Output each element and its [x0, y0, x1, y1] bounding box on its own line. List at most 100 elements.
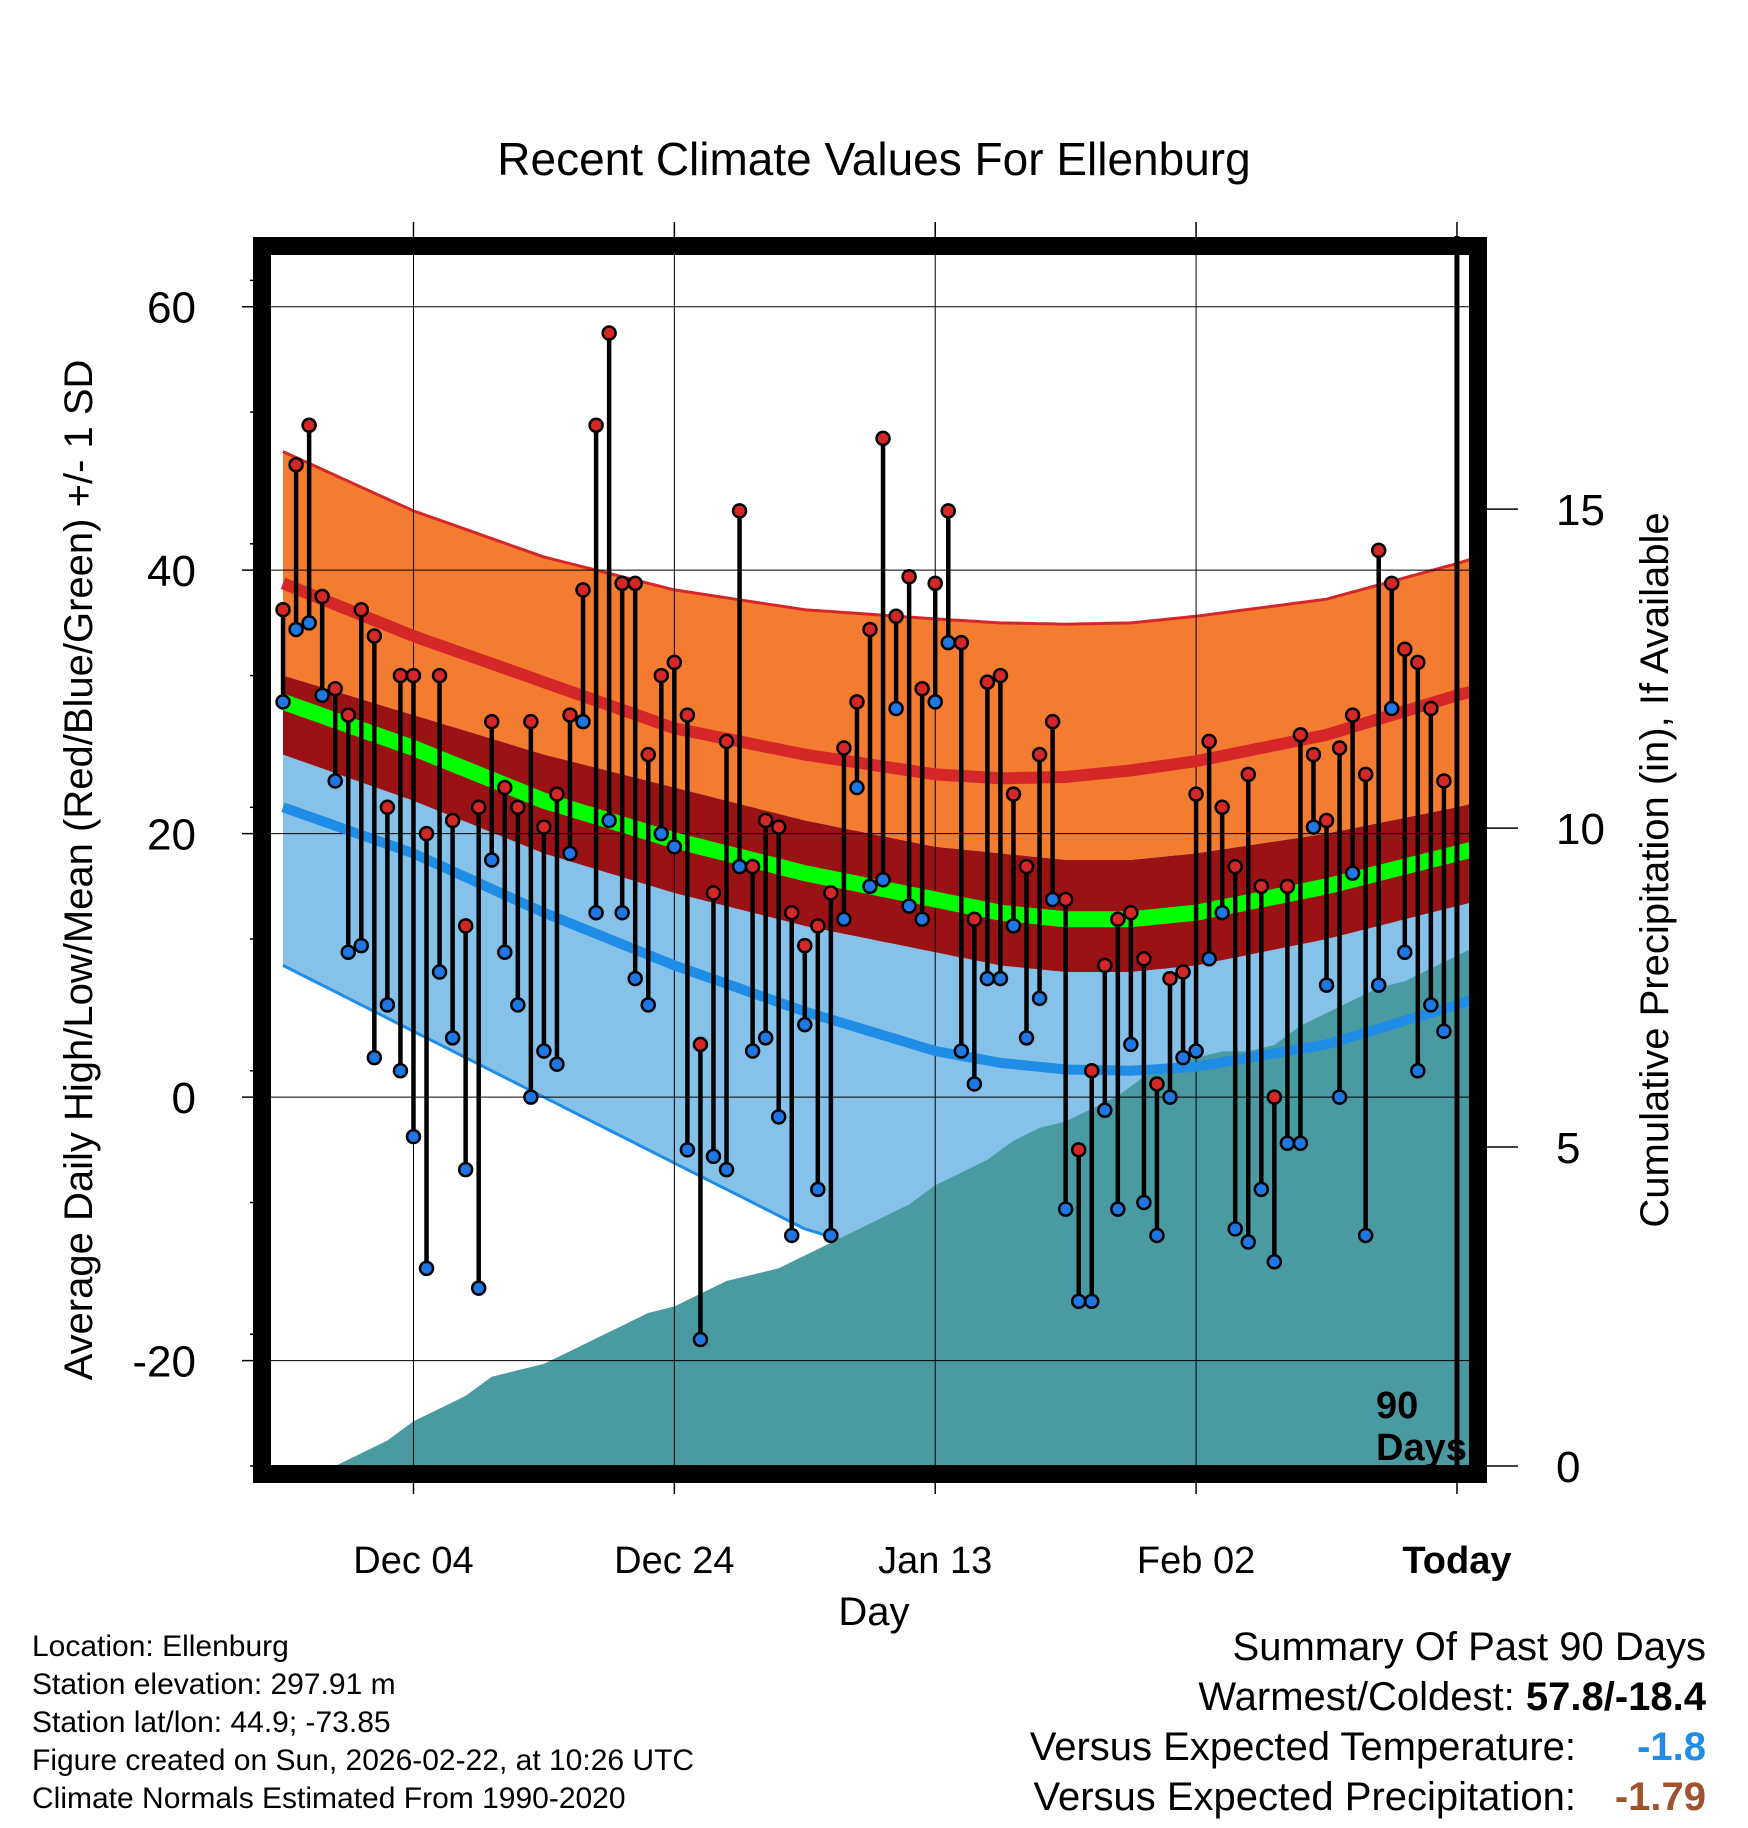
low-point	[1175, 1049, 1191, 1066]
high-point	[1292, 727, 1309, 743]
low-point	[914, 911, 930, 928]
precip-layer	[283, 949, 1470, 1466]
low-point	[444, 1030, 461, 1046]
high-point	[679, 707, 696, 723]
low-point	[418, 1260, 435, 1277]
low-point	[1305, 819, 1322, 835]
low-point	[340, 944, 357, 960]
low-point	[810, 1181, 826, 1198]
y2-tick-label: 0	[1556, 1443, 1580, 1492]
low-point	[1357, 1227, 1374, 1244]
low-point	[1214, 904, 1230, 921]
high-point	[549, 786, 565, 802]
high-point	[692, 1036, 709, 1053]
period-label-number: 90	[1376, 1385, 1418, 1427]
low-point	[1083, 1293, 1100, 1310]
high-point	[497, 779, 513, 796]
high-point	[1214, 799, 1230, 816]
precip-label: Versus Expected Precipitation:	[1033, 1775, 1576, 1819]
low-point	[497, 944, 513, 960]
x-tick-label: Dec 24	[614, 1540, 734, 1582]
high-point	[770, 819, 787, 835]
low-point	[1383, 700, 1400, 717]
x-tick-label: Jan 13	[878, 1540, 992, 1582]
normal-low-line	[281, 802, 1470, 1076]
low-point	[770, 1109, 787, 1125]
low-point	[392, 1063, 409, 1079]
high-point	[718, 733, 735, 750]
high-point	[418, 825, 435, 842]
low-point	[1240, 1234, 1257, 1250]
high-point	[431, 667, 448, 684]
low-point	[483, 852, 500, 868]
info-normals: Climate Normals Estimated From 1990-2020	[32, 1782, 626, 1815]
high-point	[523, 713, 539, 730]
high-point	[1188, 786, 1204, 802]
high-point	[601, 325, 617, 341]
low-point	[288, 621, 304, 638]
low-point	[836, 911, 852, 928]
high-point	[1423, 700, 1439, 717]
high-point	[1162, 970, 1178, 987]
high-point	[301, 417, 317, 434]
x-tick-label: Dec 04	[353, 1540, 473, 1582]
low-point	[1110, 1201, 1126, 1217]
low-point	[1344, 865, 1361, 881]
high-point	[366, 628, 383, 644]
summary-heading: Summary Of Past 90 Days	[1232, 1625, 1706, 1669]
low-point	[940, 634, 957, 651]
high-point	[1097, 957, 1113, 974]
low-point	[1057, 1201, 1074, 1217]
high-point	[992, 667, 1009, 684]
y2-tick-label: 10	[1556, 805, 1605, 854]
high-point	[1370, 542, 1387, 559]
daily-points	[275, 325, 1452, 1348]
summary-precip-row: Versus Expected Precipitation: -1.79	[1030, 1772, 1706, 1822]
precip-value: -1.79	[1614, 1775, 1706, 1819]
high-point	[888, 608, 904, 625]
low-point	[379, 997, 396, 1013]
high-point	[444, 812, 461, 829]
high-point	[1005, 786, 1022, 802]
chart-title: Recent Climate Values For Ellenburg	[497, 133, 1250, 185]
low-point	[653, 825, 670, 842]
high-point	[640, 746, 657, 763]
info-location: Location: Ellenburg	[32, 1630, 289, 1663]
high-point	[797, 937, 813, 954]
high-point	[966, 911, 983, 928]
low-point	[1097, 1102, 1113, 1119]
low-point	[692, 1331, 709, 1348]
low-point	[1136, 1194, 1152, 1211]
high-point	[1083, 1063, 1100, 1079]
high-point	[1266, 1089, 1283, 1105]
y-tick-label: 20	[147, 811, 196, 860]
low-point	[966, 1076, 983, 1092]
low-point	[1436, 1023, 1452, 1040]
high-point	[953, 634, 970, 651]
low-point	[627, 970, 643, 987]
low-point	[1423, 997, 1439, 1013]
high-point	[340, 707, 357, 723]
high-point	[1410, 654, 1426, 671]
high-point	[1031, 746, 1048, 763]
high-point	[405, 667, 422, 684]
normal-high-line	[280, 577, 1470, 785]
warm-cold-value: 57.8/-18.4	[1525, 1675, 1706, 1719]
low-point	[1397, 944, 1413, 960]
high-point	[1305, 746, 1322, 763]
low-point	[757, 1030, 774, 1046]
info-created: Figure created on Sun, 2026-02-22, at 10…	[32, 1744, 695, 1777]
low-point	[1031, 990, 1048, 1007]
high-point	[1018, 858, 1035, 875]
summary-warm-cold-row: Warmest/Coldest: 57.8/-18.4	[1030, 1672, 1706, 1722]
period-label-unit: Days	[1376, 1427, 1467, 1469]
low-point	[549, 1056, 565, 1072]
low-point	[679, 1142, 696, 1158]
low-point	[510, 997, 526, 1013]
high-point	[327, 680, 343, 697]
high-point	[1123, 904, 1139, 921]
low-point	[275, 694, 291, 710]
high-point	[927, 575, 943, 592]
low-point	[862, 878, 878, 895]
